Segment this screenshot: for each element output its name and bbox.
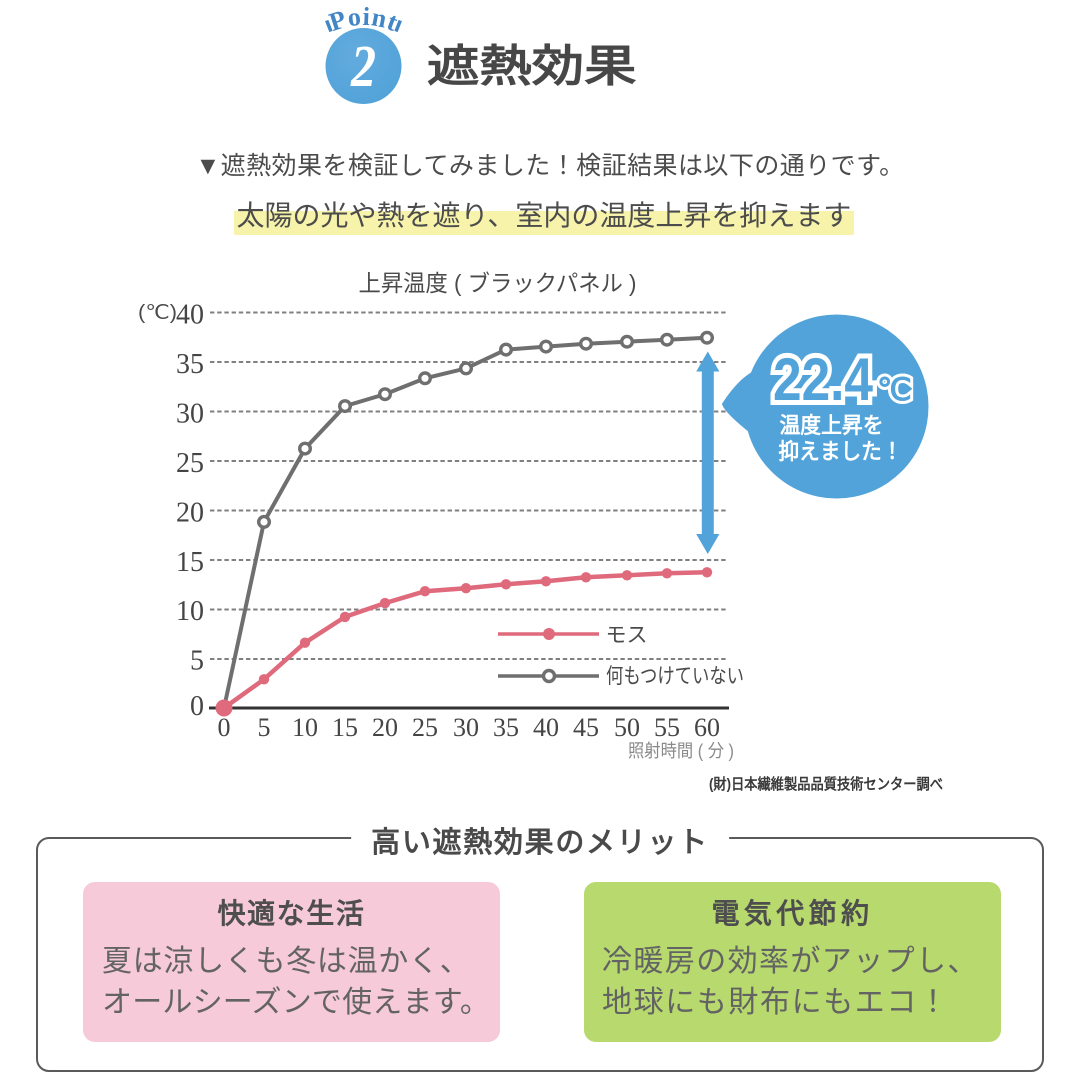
svg-text:20: 20 [176,497,204,528]
svg-text:50: 50 [614,713,640,742]
svg-text:55: 55 [654,713,680,742]
svg-text:20: 20 [372,713,398,742]
svg-text:25: 25 [176,448,204,479]
svg-text:35: 35 [176,349,204,380]
svg-text:何もつけていない: 何もつけていない [606,665,744,688]
svg-text:40: 40 [533,713,559,742]
svg-text:上昇温度 ( ブラックパネル ): 上昇温度 ( ブラックパネル ) [359,270,637,296]
svg-text:15: 15 [332,713,358,742]
svg-text:10: 10 [292,713,318,742]
svg-text:22.4: 22.4 [773,346,874,413]
svg-text:10: 10 [176,596,204,627]
svg-text:2: 2 [350,33,376,99]
svg-text:60: 60 [694,713,720,742]
svg-text:35: 35 [493,713,519,742]
svg-text:15: 15 [176,547,204,578]
svg-text:0: 0 [190,691,204,722]
svg-text:45: 45 [573,713,599,742]
svg-text:5: 5 [190,646,204,677]
svg-text:(℃): (℃) [138,302,177,324]
svg-text:モス: モス [606,624,648,647]
svg-text:温度上昇を: 温度上昇を [780,413,884,438]
svg-text:30: 30 [453,713,479,742]
svg-text:5: 5 [258,713,271,742]
svg-text:40: 40 [176,300,204,331]
svg-text:30: 30 [176,398,204,429]
svg-text:(財)日本繊維製品品質技術センター調べ: (財)日本繊維製品品質技術センター調べ [709,775,943,793]
svg-text:25: 25 [412,713,438,742]
svg-text:0: 0 [218,713,231,742]
svg-text:℃: ℃ [877,372,912,407]
svg-text:抑えました！: 抑えました！ [779,439,903,464]
svg-text:照射時間 ( 分 ): 照射時間 ( 分 ) [628,741,734,761]
